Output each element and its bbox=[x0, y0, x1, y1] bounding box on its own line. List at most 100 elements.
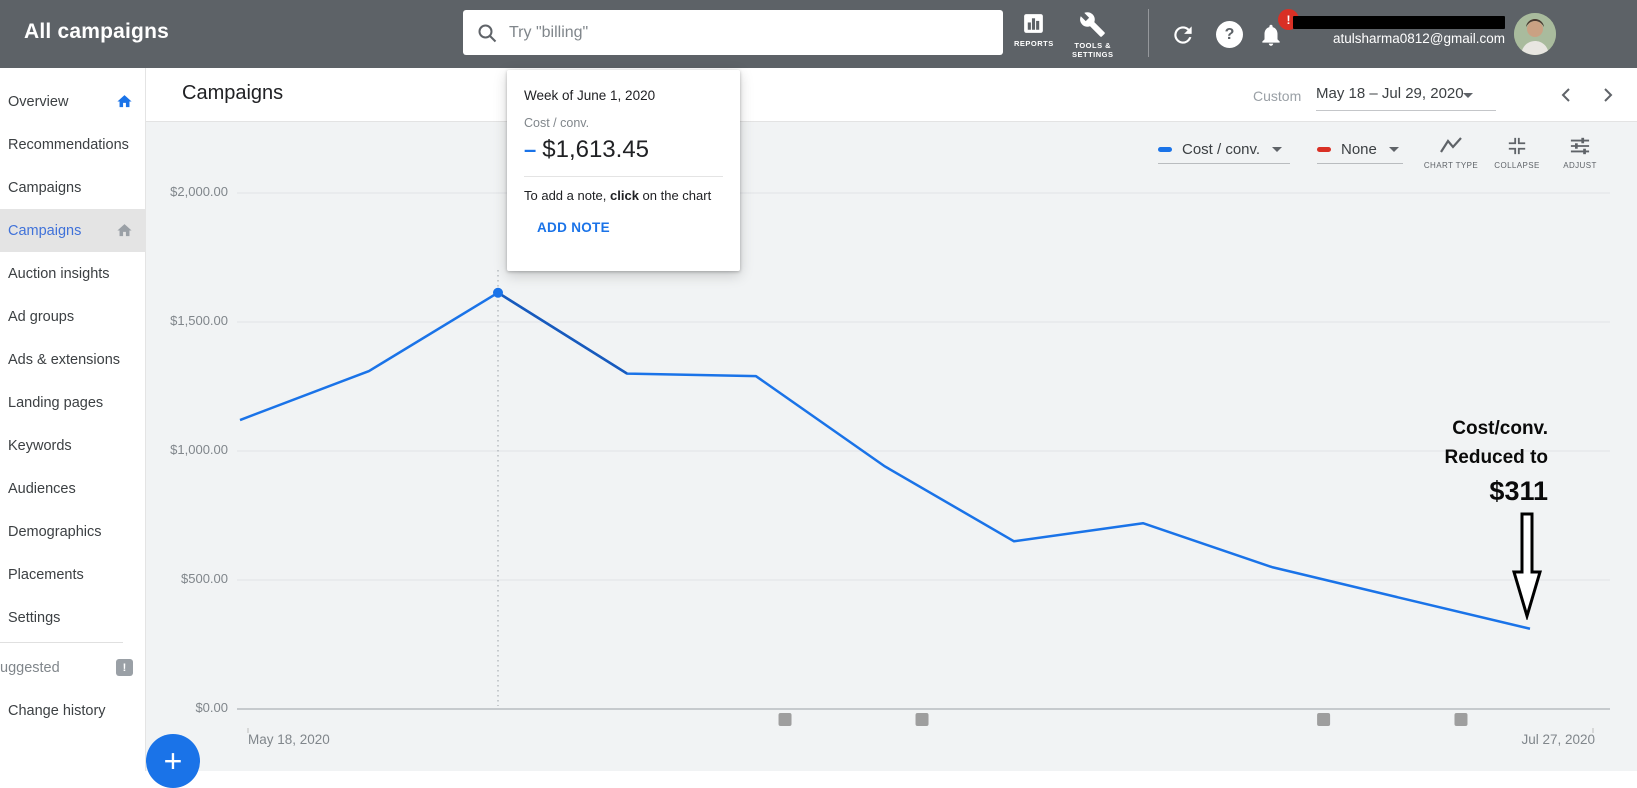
date-range-type: Custom bbox=[1253, 88, 1302, 104]
cost-reduction-annotation: Cost/conv. Reduced to $311 bbox=[1388, 414, 1548, 510]
metric-selector-primary[interactable]: Cost / conv. bbox=[1158, 140, 1290, 164]
collapse-icon bbox=[1508, 137, 1526, 155]
search-input[interactable]: Try "billing" bbox=[463, 10, 1003, 55]
help-icon: ? bbox=[1224, 25, 1235, 43]
chart-type-button[interactable]: CHART TYPE bbox=[1416, 136, 1486, 170]
sidebar-item-label: Placements bbox=[8, 566, 84, 583]
metric-selector-secondary[interactable]: None bbox=[1317, 140, 1403, 164]
sidebar-item-label: Audiences bbox=[8, 480, 76, 497]
tooltip-series-dash-icon: – bbox=[524, 137, 537, 162]
adjust-label: ADJUST bbox=[1563, 161, 1597, 170]
metric1-label: Cost / conv. bbox=[1182, 141, 1261, 158]
sidebar-item-auction-insights[interactable]: Auction insights bbox=[0, 252, 145, 295]
sidebar-item-label: Overview bbox=[8, 93, 69, 110]
sidebar-item-demographics[interactable]: Demographics bbox=[0, 510, 145, 553]
metric1-color-swatch bbox=[1158, 147, 1172, 152]
sidebar-nav: Overview Recommendations Campaigns Campaign… bbox=[0, 68, 146, 771]
line-chart-icon bbox=[1440, 137, 1462, 153]
sidebar-item-settings[interactable]: Settings bbox=[0, 596, 145, 639]
chart-tooltip: Week of June 1, 2020 Cost / conv. – $1,6… bbox=[507, 70, 740, 271]
metric1-caret-icon bbox=[1272, 147, 1283, 152]
home-icon bbox=[116, 222, 133, 243]
account-name-redacted bbox=[1293, 16, 1505, 29]
next-range-chevron-icon[interactable] bbox=[1598, 86, 1616, 104]
sidebar-item-label: Change history bbox=[8, 702, 106, 719]
notifications-bell-icon[interactable] bbox=[1258, 22, 1284, 48]
x-axis-label-start: May 18, 2020 bbox=[248, 732, 330, 747]
sidebar-item-landing-pages[interactable]: Landing pages bbox=[0, 381, 145, 424]
reports-label: REPORTS bbox=[1014, 39, 1054, 48]
adjust-sliders-icon bbox=[1570, 137, 1590, 155]
sidebar-item-label: Campaigns bbox=[8, 222, 82, 239]
adjust-button[interactable]: ADJUST bbox=[1545, 136, 1615, 170]
tooltip-metric-name: Cost / conv. bbox=[524, 116, 590, 130]
previous-range-chevron-icon[interactable] bbox=[1558, 86, 1576, 104]
y-axis-tick-label: $0.00 bbox=[195, 700, 228, 715]
y-axis-tick-label: $1,500.00 bbox=[170, 313, 228, 328]
note-marker[interactable] bbox=[1454, 713, 1468, 726]
help-button[interactable]: ? bbox=[1216, 21, 1243, 48]
date-range-selector[interactable]: May 18 – Jul 29, 2020 bbox=[1316, 85, 1464, 102]
annotation-down-arrow bbox=[1511, 512, 1543, 620]
avatar[interactable] bbox=[1514, 13, 1556, 55]
refresh-icon[interactable] bbox=[1170, 22, 1196, 48]
wrench-icon bbox=[1080, 12, 1106, 37]
metric2-caret-icon bbox=[1388, 147, 1399, 152]
note-marker[interactable] bbox=[778, 713, 792, 726]
search-icon bbox=[478, 24, 497, 42]
x-axis-label-end: Jul 27, 2020 bbox=[1521, 732, 1595, 747]
sidebar-item-ads-extensions[interactable]: Ads & extensions bbox=[0, 338, 145, 381]
sidebar-item-label: Ads & extensions bbox=[8, 351, 121, 368]
sidebar-item-overview[interactable]: Overview bbox=[0, 80, 145, 123]
add-note-button[interactable]: ADD NOTE bbox=[537, 220, 610, 235]
top-app-bar: All campaigns Try "billing" REPORTS TOOL… bbox=[0, 0, 1637, 68]
app-title: All campaigns bbox=[24, 20, 169, 43]
y-axis-tick-label: $2,000.00 bbox=[170, 184, 228, 199]
account-email: atulsharma0812@gmail.com bbox=[1332, 31, 1505, 46]
annotation-value: $311 bbox=[1489, 476, 1548, 506]
sidebar-item-label: Demographics bbox=[8, 523, 102, 540]
tools-settings-label: TOOLS & SETTINGS bbox=[1072, 41, 1114, 59]
home-icon bbox=[116, 93, 133, 114]
content-header bbox=[146, 68, 1637, 122]
sidebar-item-keywords[interactable]: Keywords bbox=[0, 424, 145, 467]
sidebar-item-campaigns[interactable]: Campaigns bbox=[0, 166, 145, 209]
feedback-icon: ! bbox=[116, 659, 133, 676]
metric2-color-swatch bbox=[1317, 147, 1331, 152]
sidebar-item-recommendations[interactable]: Recommendations bbox=[0, 123, 145, 166]
annotation-line1: Cost/conv. bbox=[1452, 418, 1548, 439]
sidebar-item-ad-groups[interactable]: Ad groups bbox=[0, 295, 145, 338]
collapse-button[interactable]: COLLAPSE bbox=[1482, 136, 1552, 170]
metric2-label: None bbox=[1341, 141, 1377, 158]
y-axis-tick-label: $1,000.00 bbox=[170, 442, 228, 457]
tooltip-note-hint: To add a note, click on the chart bbox=[524, 188, 712, 203]
cost-per-conversion-line-chart[interactable] bbox=[146, 122, 1637, 771]
sidebar-item-label: Campaigns bbox=[8, 179, 82, 196]
sidebar-item-audiences[interactable]: Audiences bbox=[0, 467, 145, 510]
sidebar-divider bbox=[0, 642, 123, 643]
search-placeholder: Try "billing" bbox=[509, 23, 589, 41]
add-campaign-fab[interactable]: + bbox=[146, 734, 200, 788]
reports-button[interactable]: REPORTS bbox=[1014, 11, 1054, 48]
sidebar-item-uggested[interactable]: uggested! bbox=[0, 646, 145, 689]
note-marker[interactable] bbox=[915, 713, 929, 726]
tooltip-divider bbox=[524, 176, 723, 177]
y-axis-tick-label: $500.00 bbox=[181, 571, 228, 586]
date-range-caret-icon bbox=[1463, 93, 1473, 98]
collapse-label: COLLAPSE bbox=[1494, 161, 1540, 170]
sidebar-item-label: Keywords bbox=[8, 437, 72, 454]
note-marker[interactable] bbox=[1317, 713, 1331, 726]
sidebar-item-label: Settings bbox=[8, 609, 61, 626]
tools-settings-button[interactable]: TOOLS & SETTINGS bbox=[1072, 11, 1114, 59]
sidebar-item-campaigns[interactable]: Campaigns bbox=[0, 209, 145, 252]
page-title: Campaigns bbox=[182, 82, 284, 104]
sidebar-item-label: Ad groups bbox=[8, 308, 75, 325]
chart-panel bbox=[146, 122, 1637, 771]
sidebar-item-label: Auction insights bbox=[8, 265, 110, 282]
sidebar-item-placements[interactable]: Placements bbox=[0, 553, 145, 596]
reports-icon bbox=[1024, 14, 1044, 33]
avatar-photo bbox=[1514, 13, 1556, 55]
tooltip-value-row: – $1,613.45 bbox=[524, 136, 649, 164]
chart-type-label: CHART TYPE bbox=[1423, 161, 1479, 170]
sidebar-item-change-history[interactable]: Change history bbox=[0, 689, 145, 732]
